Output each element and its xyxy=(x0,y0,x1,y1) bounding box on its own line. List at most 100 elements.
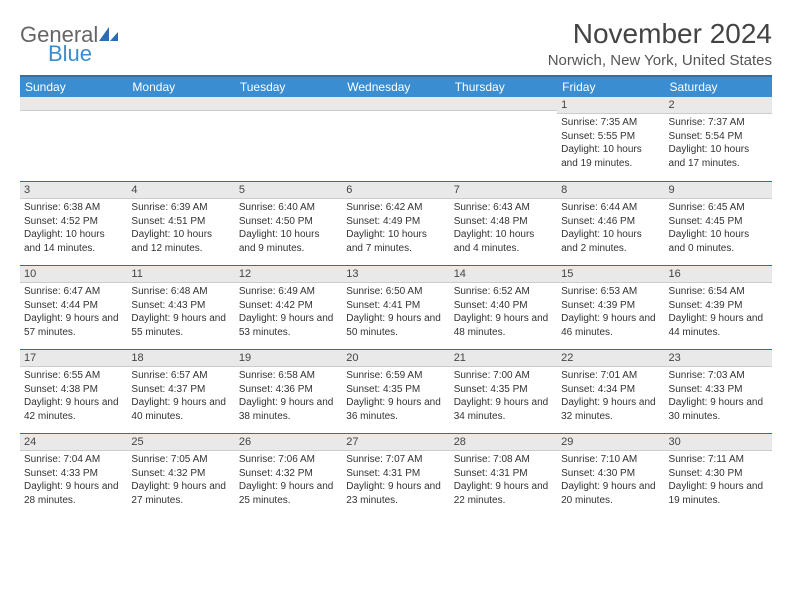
calendar-cell: 11Sunrise: 6:48 AMSunset: 4:43 PMDayligh… xyxy=(127,265,234,349)
day-number: 25 xyxy=(127,433,234,451)
day-details: Sunrise: 6:59 AMSunset: 4:35 PMDaylight:… xyxy=(342,367,449,427)
day-details: Sunrise: 6:55 AMSunset: 4:38 PMDaylight:… xyxy=(20,367,127,427)
day-details: Sunrise: 6:57 AMSunset: 4:37 PMDaylight:… xyxy=(127,367,234,427)
day-details: Sunrise: 6:42 AMSunset: 4:49 PMDaylight:… xyxy=(342,199,449,259)
day-details: Sunrise: 6:49 AMSunset: 4:42 PMDaylight:… xyxy=(235,283,342,343)
calendar-cell: 14Sunrise: 6:52 AMSunset: 4:40 PMDayligh… xyxy=(450,265,557,349)
day-number: 19 xyxy=(235,349,342,367)
day-details: Sunrise: 7:07 AMSunset: 4:31 PMDaylight:… xyxy=(342,451,449,511)
day-number: 22 xyxy=(557,349,664,367)
day-details: Sunrise: 6:38 AMSunset: 4:52 PMDaylight:… xyxy=(20,199,127,259)
calendar-cell: 5Sunrise: 6:40 AMSunset: 4:50 PMDaylight… xyxy=(235,181,342,265)
dayname-header: Sunday xyxy=(20,76,127,97)
calendar-cell: 1Sunrise: 7:35 AMSunset: 5:55 PMDaylight… xyxy=(557,97,664,181)
day-number: 28 xyxy=(450,433,557,451)
day-number: 4 xyxy=(127,181,234,199)
calendar-cell: 8Sunrise: 6:44 AMSunset: 4:46 PMDaylight… xyxy=(557,181,664,265)
day-details: Sunrise: 7:03 AMSunset: 4:33 PMDaylight:… xyxy=(665,367,772,427)
day-number: 10 xyxy=(20,265,127,283)
calendar-cell: 22Sunrise: 7:01 AMSunset: 4:34 PMDayligh… xyxy=(557,349,664,433)
day-number: 11 xyxy=(127,265,234,283)
calendar-cell: 12Sunrise: 6:49 AMSunset: 4:42 PMDayligh… xyxy=(235,265,342,349)
day-number: 5 xyxy=(235,181,342,199)
calendar-cell: 13Sunrise: 6:50 AMSunset: 4:41 PMDayligh… xyxy=(342,265,449,349)
calendar-cell: 29Sunrise: 7:10 AMSunset: 4:30 PMDayligh… xyxy=(557,433,664,517)
day-details: Sunrise: 7:00 AMSunset: 4:35 PMDaylight:… xyxy=(450,367,557,427)
calendar-cell: 25Sunrise: 7:05 AMSunset: 4:32 PMDayligh… xyxy=(127,433,234,517)
day-details: Sunrise: 6:44 AMSunset: 4:46 PMDaylight:… xyxy=(557,199,664,259)
day-number: 7 xyxy=(450,181,557,199)
day-number: 16 xyxy=(665,265,772,283)
day-details: Sunrise: 6:50 AMSunset: 4:41 PMDaylight:… xyxy=(342,283,449,343)
day-details: Sunrise: 6:53 AMSunset: 4:39 PMDaylight:… xyxy=(557,283,664,343)
calendar-table: SundayMondayTuesdayWednesdayThursdayFrid… xyxy=(20,75,772,517)
day-number: 2 xyxy=(665,97,772,114)
day-number: 26 xyxy=(235,433,342,451)
dayname-header: Saturday xyxy=(665,76,772,97)
day-number: 30 xyxy=(665,433,772,451)
calendar-cell: 24Sunrise: 7:04 AMSunset: 4:33 PMDayligh… xyxy=(20,433,127,517)
calendar-cell: 28Sunrise: 7:08 AMSunset: 4:31 PMDayligh… xyxy=(450,433,557,517)
day-number: 9 xyxy=(665,181,772,199)
calendar-cell: 9Sunrise: 6:45 AMSunset: 4:45 PMDaylight… xyxy=(665,181,772,265)
day-number: 23 xyxy=(665,349,772,367)
day-number: 3 xyxy=(20,181,127,199)
calendar-cell: 20Sunrise: 6:59 AMSunset: 4:35 PMDayligh… xyxy=(342,349,449,433)
calendar-cell: 6Sunrise: 6:42 AMSunset: 4:49 PMDaylight… xyxy=(342,181,449,265)
day-number: 29 xyxy=(557,433,664,451)
brand-logo: General Blue xyxy=(20,18,120,65)
calendar-cell: 2Sunrise: 7:37 AMSunset: 5:54 PMDaylight… xyxy=(665,97,772,181)
day-details: Sunrise: 7:11 AMSunset: 4:30 PMDaylight:… xyxy=(665,451,772,511)
day-number: 14 xyxy=(450,265,557,283)
day-details: Sunrise: 6:43 AMSunset: 4:48 PMDaylight:… xyxy=(450,199,557,259)
month-title: November 2024 xyxy=(548,18,772,50)
calendar-cell: 7Sunrise: 6:43 AMSunset: 4:48 PMDaylight… xyxy=(450,181,557,265)
day-details: Sunrise: 7:04 AMSunset: 4:33 PMDaylight:… xyxy=(20,451,127,511)
day-details: Sunrise: 6:45 AMSunset: 4:45 PMDaylight:… xyxy=(665,199,772,259)
day-number: 18 xyxy=(127,349,234,367)
dayname-header: Monday xyxy=(127,76,234,97)
day-details: Sunrise: 6:48 AMSunset: 4:43 PMDaylight:… xyxy=(127,283,234,343)
calendar-cell: 19Sunrise: 6:58 AMSunset: 4:36 PMDayligh… xyxy=(235,349,342,433)
calendar-cell: 23Sunrise: 7:03 AMSunset: 4:33 PMDayligh… xyxy=(665,349,772,433)
day-number: 17 xyxy=(20,349,127,367)
day-details: Sunrise: 7:37 AMSunset: 5:54 PMDaylight:… xyxy=(665,114,772,174)
calendar-cell: 3Sunrise: 6:38 AMSunset: 4:52 PMDaylight… xyxy=(20,181,127,265)
brand-sail-icon xyxy=(98,26,120,47)
dayname-header: Thursday xyxy=(450,76,557,97)
calendar-cell: 18Sunrise: 6:57 AMSunset: 4:37 PMDayligh… xyxy=(127,349,234,433)
day-details: Sunrise: 7:06 AMSunset: 4:32 PMDaylight:… xyxy=(235,451,342,511)
day-details: Sunrise: 6:58 AMSunset: 4:36 PMDaylight:… xyxy=(235,367,342,427)
calendar-cell: 21Sunrise: 7:00 AMSunset: 4:35 PMDayligh… xyxy=(450,349,557,433)
day-number: 13 xyxy=(342,265,449,283)
day-number: 6 xyxy=(342,181,449,199)
calendar-cell: 16Sunrise: 6:54 AMSunset: 4:39 PMDayligh… xyxy=(665,265,772,349)
calendar-cell: 26Sunrise: 7:06 AMSunset: 4:32 PMDayligh… xyxy=(235,433,342,517)
day-number: 15 xyxy=(557,265,664,283)
calendar-cell: 10Sunrise: 6:47 AMSunset: 4:44 PMDayligh… xyxy=(20,265,127,349)
dayname-header: Friday xyxy=(557,76,664,97)
day-details: Sunrise: 7:08 AMSunset: 4:31 PMDaylight:… xyxy=(450,451,557,511)
calendar-cell: 17Sunrise: 6:55 AMSunset: 4:38 PMDayligh… xyxy=(20,349,127,433)
calendar-cell: 27Sunrise: 7:07 AMSunset: 4:31 PMDayligh… xyxy=(342,433,449,517)
location-label: Norwich, New York, United States xyxy=(548,52,772,69)
dayname-header: Tuesday xyxy=(235,76,342,97)
day-number: 27 xyxy=(342,433,449,451)
day-number: 24 xyxy=(20,433,127,451)
day-number: 12 xyxy=(235,265,342,283)
calendar-cell: 30Sunrise: 7:11 AMSunset: 4:30 PMDayligh… xyxy=(665,433,772,517)
day-details: Sunrise: 6:39 AMSunset: 4:51 PMDaylight:… xyxy=(127,199,234,259)
dayname-header: Wednesday xyxy=(342,76,449,97)
calendar-cell: 4Sunrise: 6:39 AMSunset: 4:51 PMDaylight… xyxy=(127,181,234,265)
day-details: Sunrise: 6:54 AMSunset: 4:39 PMDaylight:… xyxy=(665,283,772,343)
day-number: 8 xyxy=(557,181,664,199)
day-details: Sunrise: 7:35 AMSunset: 5:55 PMDaylight:… xyxy=(557,114,664,174)
day-details: Sunrise: 6:40 AMSunset: 4:50 PMDaylight:… xyxy=(235,199,342,259)
calendar-cell: 15Sunrise: 6:53 AMSunset: 4:39 PMDayligh… xyxy=(557,265,664,349)
day-details: Sunrise: 6:47 AMSunset: 4:44 PMDaylight:… xyxy=(20,283,127,343)
day-details: Sunrise: 6:52 AMSunset: 4:40 PMDaylight:… xyxy=(450,283,557,343)
day-number: 21 xyxy=(450,349,557,367)
day-details: Sunrise: 7:01 AMSunset: 4:34 PMDaylight:… xyxy=(557,367,664,427)
day-details: Sunrise: 7:10 AMSunset: 4:30 PMDaylight:… xyxy=(557,451,664,511)
day-number: 1 xyxy=(557,97,664,114)
